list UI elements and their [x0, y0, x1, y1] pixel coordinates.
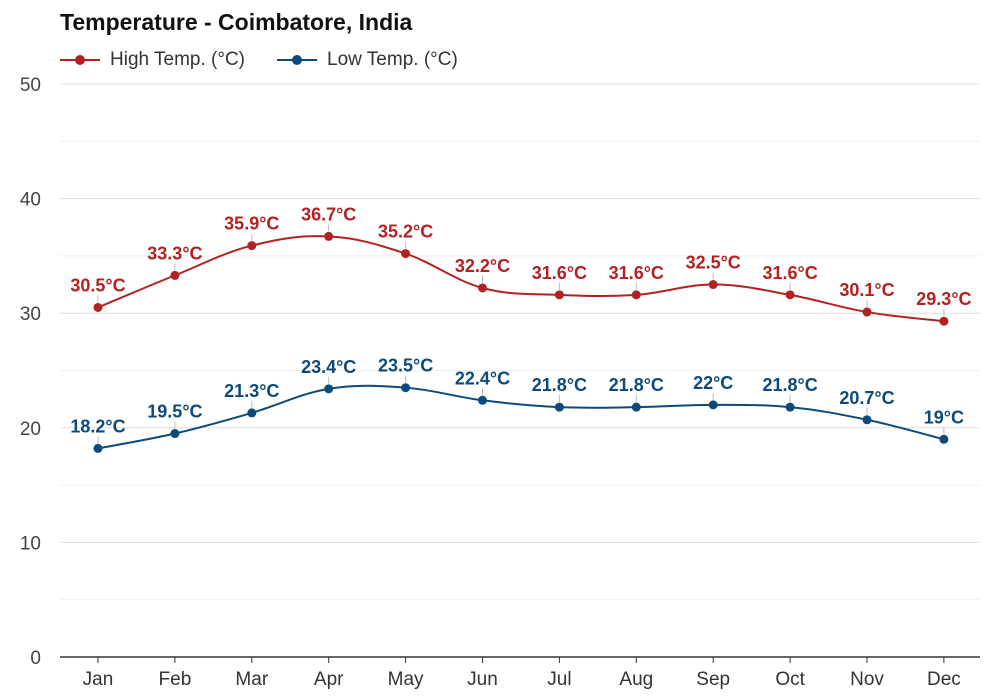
- data-point-low[interactable]: [324, 384, 334, 394]
- data-label-low: 19°C: [924, 407, 964, 427]
- data-point-high[interactable]: [170, 270, 180, 280]
- x-tick-label: Jun: [467, 669, 498, 690]
- data-point-high[interactable]: [93, 302, 103, 312]
- data-point-low[interactable]: [708, 400, 718, 410]
- data-point-low[interactable]: [862, 415, 872, 425]
- data-point-low[interactable]: [785, 402, 795, 412]
- data-point-high[interactable]: [324, 231, 334, 241]
- data-point-high[interactable]: [785, 290, 795, 300]
- data-label-high: 31.6°C: [762, 263, 817, 283]
- legend: High Temp. (°C) Low Temp. (°C): [60, 48, 490, 72]
- data-label-high: 36.7°C: [301, 204, 356, 224]
- data-label-low: 21.8°C: [762, 375, 817, 395]
- y-tick-label: 50: [20, 75, 41, 96]
- legend-dot-low: [292, 55, 303, 65]
- data-label-high: 32.2°C: [455, 256, 510, 276]
- data-label-low: 23.4°C: [301, 357, 356, 377]
- data-label-low: 22°C: [693, 373, 733, 393]
- data-point-low[interactable]: [631, 402, 641, 412]
- x-tick-label: Apr: [314, 669, 344, 690]
- data-point-low[interactable]: [170, 429, 180, 439]
- y-tick-label: 0: [30, 648, 41, 669]
- data-label-low: 23.5°C: [378, 356, 433, 376]
- legend-dot-high: [75, 55, 85, 65]
- data-point-low[interactable]: [247, 408, 257, 418]
- y-tick-label: 40: [20, 190, 41, 211]
- data-point-high[interactable]: [631, 290, 641, 300]
- legend-swatch-low: [277, 50, 318, 70]
- legend-label-high: High Temp. (°C): [110, 49, 246, 70]
- data-point-high[interactable]: [478, 283, 487, 293]
- data-label-low: 22.4°C: [455, 368, 510, 388]
- data-label-high: 33.3°C: [147, 243, 202, 263]
- data-label-low: 21.3°C: [224, 381, 279, 401]
- data-point-high[interactable]: [862, 307, 872, 317]
- y-tick-label: 20: [20, 419, 41, 440]
- x-tick-label: May: [388, 669, 424, 690]
- data-label-high: 35.2°C: [378, 222, 433, 242]
- x-tick-label: Oct: [775, 669, 805, 690]
- data-label-high: 29.3°C: [916, 289, 971, 309]
- data-label-high: 30.1°C: [839, 280, 894, 300]
- data-label-low: 18.2°C: [70, 416, 125, 436]
- x-tick-label: Feb: [159, 669, 192, 690]
- data-label-high: 35.9°C: [224, 214, 279, 234]
- data-point-low[interactable]: [93, 443, 103, 453]
- data-label-high: 32.5°C: [686, 253, 741, 273]
- data-label-low: 20.7°C: [839, 388, 894, 408]
- data-point-low[interactable]: [939, 434, 949, 444]
- data-point-low[interactable]: [401, 383, 411, 393]
- y-tick-label: 30: [20, 304, 41, 325]
- data-point-high[interactable]: [554, 290, 564, 300]
- legend-label-low: Low Temp. (°C): [327, 49, 458, 70]
- x-tick-label: Sep: [696, 669, 730, 690]
- series-line-low: [97, 384, 945, 450]
- data-label-low: 21.8°C: [532, 375, 587, 395]
- y-tick-label: 10: [20, 533, 41, 554]
- data-point-high[interactable]: [939, 316, 949, 326]
- data-label-low: 21.8°C: [609, 375, 664, 395]
- chart-title: Temperature - Coimbatore, India: [60, 9, 413, 35]
- legend-swatch-high: [60, 50, 100, 70]
- x-tick-label: Dec: [927, 669, 961, 690]
- legend-item-high[interactable]: High Temp. (°C): [60, 49, 245, 71]
- data-point-high[interactable]: [708, 280, 718, 290]
- legend-item-low[interactable]: Low Temp. (°C): [277, 49, 458, 71]
- data-point-high[interactable]: [247, 241, 257, 251]
- data-label-high: 30.5°C: [70, 275, 125, 295]
- data-label-low: 19.5°C: [147, 402, 202, 422]
- data-point-high[interactable]: [401, 249, 411, 259]
- x-tick-label: Jul: [547, 669, 571, 690]
- x-tick-label: Aug: [619, 669, 653, 690]
- data-label-high: 31.6°C: [609, 263, 664, 283]
- x-tick-label: Jan: [83, 669, 114, 690]
- x-tick-label: Mar: [235, 669, 268, 690]
- data-label-high: 31.6°C: [532, 263, 587, 283]
- data-point-low[interactable]: [554, 402, 564, 412]
- data-point-low[interactable]: [478, 395, 487, 405]
- x-tick-label: Nov: [850, 669, 884, 690]
